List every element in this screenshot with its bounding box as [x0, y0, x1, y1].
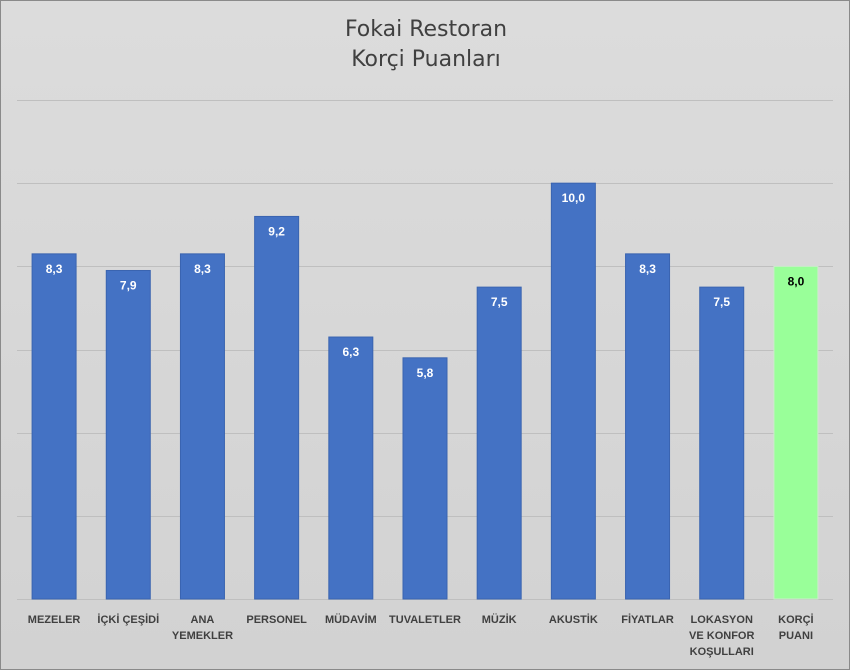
chart-title-line-2: Korçi Puanları — [351, 47, 501, 72]
bar — [550, 182, 596, 600]
x-tick-label: AKUSTİK — [549, 613, 598, 626]
x-tick-label: MÜDAVİM — [325, 613, 377, 626]
data-label: 8,3 — [46, 262, 63, 276]
x-tick-label: LOKASYON VE KONFOR KOŞULLARI — [689, 614, 754, 658]
bar — [773, 265, 819, 600]
x-tick-label: KORÇİ PUANI — [778, 613, 813, 642]
data-label: 8,3 — [639, 262, 656, 276]
bar — [179, 253, 225, 600]
data-label: 8,0 — [788, 274, 805, 288]
data-label: 9,2 — [268, 224, 285, 238]
data-label: 7,9 — [120, 278, 137, 292]
bar — [476, 286, 522, 600]
data-label: 10,0 — [562, 191, 586, 205]
chart-title: Fokai Restoran Korçi Puanları — [1, 15, 850, 75]
x-tick-label: MÜZİK — [482, 613, 517, 626]
x-tick-label: TUVALETLER — [389, 614, 461, 626]
x-tick-label: FİYATLAR — [621, 613, 674, 626]
data-label: 7,5 — [713, 295, 730, 309]
x-tick-label: MEZELER — [28, 614, 81, 626]
bar — [328, 336, 374, 600]
bar — [254, 215, 300, 600]
data-label: 5,8 — [417, 366, 434, 380]
x-tick-label: PERSONEL — [246, 614, 307, 626]
data-label: 7,5 — [491, 295, 508, 309]
data-label: 8,3 — [194, 262, 211, 276]
bar — [699, 286, 745, 600]
chart-title-line-1: Fokai Restoran — [344, 17, 508, 42]
bar — [105, 269, 151, 600]
bar — [402, 357, 448, 600]
bar — [31, 253, 77, 600]
data-label: 6,3 — [342, 345, 359, 359]
x-tick-label: İÇKİ ÇEŞİDİ — [97, 613, 159, 626]
x-tick-label: ANA YEMEKLER — [172, 614, 233, 642]
bar — [625, 253, 671, 600]
